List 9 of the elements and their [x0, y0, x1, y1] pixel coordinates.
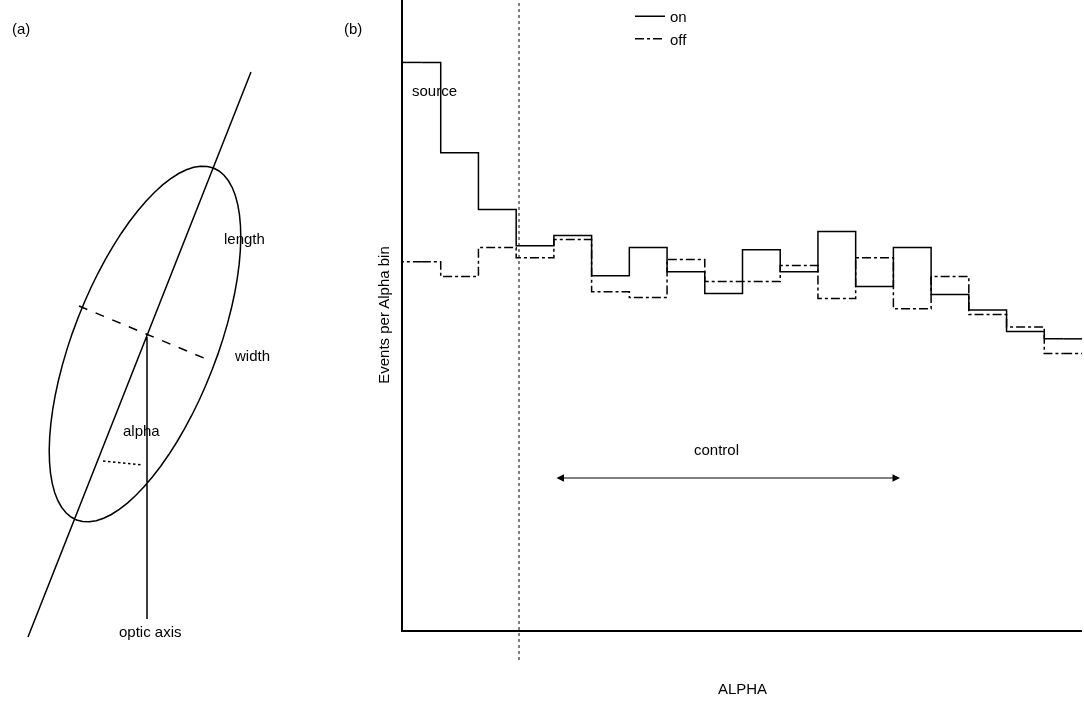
text: width	[234, 347, 271, 364]
annotation: control	[694, 441, 740, 458]
chart-title: (b)	[344, 20, 363, 37]
text: (a)	[12, 20, 31, 37]
x-axis-title: ALPHA	[717, 680, 768, 698]
y-axis-title: Events per Alpha bin	[375, 246, 392, 384]
text: optic axis	[119, 623, 182, 640]
legend-label: on	[670, 8, 687, 26]
legend-label: off	[670, 30, 688, 48]
